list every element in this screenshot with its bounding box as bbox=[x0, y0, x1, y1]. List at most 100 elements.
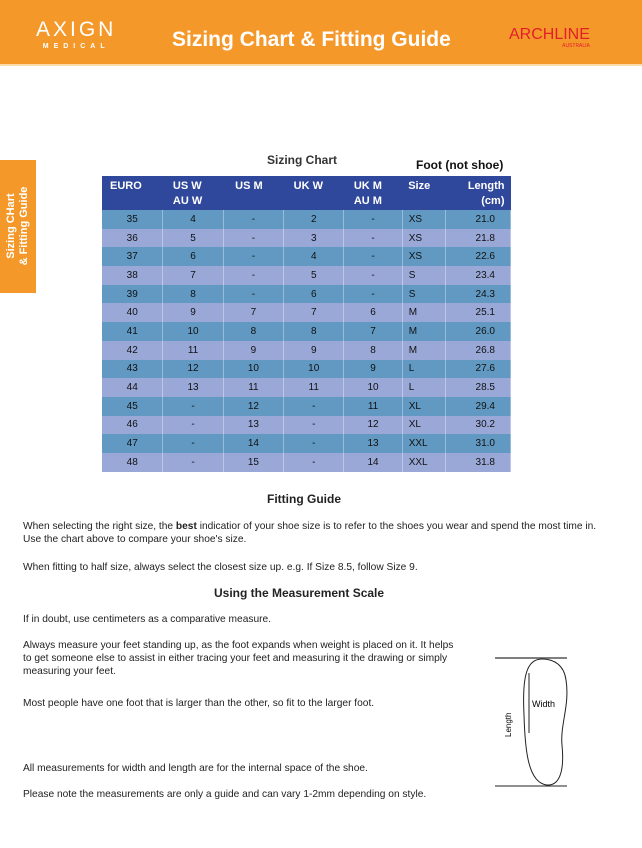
header-line1: Length bbox=[467, 180, 505, 192]
table-cell: 38 bbox=[102, 266, 164, 285]
side-tab: Sizing CHart & Fitting Guide bbox=[0, 160, 36, 293]
table-cell: 10 bbox=[223, 359, 285, 379]
logo-subtext: MEDICAL bbox=[42, 43, 110, 50]
table-cell: - bbox=[162, 396, 224, 416]
table-row: 47-14-13 XXL 31.0 bbox=[102, 434, 512, 453]
table-row: 46-13-12 XL 30.2 bbox=[102, 415, 512, 435]
table-cell: XXL bbox=[402, 452, 446, 472]
measure-paragraph-2: Always measure your feet standing up, as… bbox=[23, 640, 454, 677]
table-cell: L bbox=[402, 378, 446, 397]
table-cell: 9 bbox=[223, 340, 285, 360]
table-cell: 26.8 bbox=[445, 340, 512, 360]
table-cell: 8 bbox=[343, 340, 403, 360]
table-cell: - bbox=[223, 210, 285, 229]
side-tab-line2: & Fitting Guide bbox=[18, 186, 30, 266]
column-header: US W AU W bbox=[162, 176, 224, 210]
column-header: UK W bbox=[283, 176, 344, 210]
table-cell: 7 bbox=[283, 303, 345, 323]
table-cell: 10 bbox=[162, 322, 224, 341]
measure-title: Using the Measurement Scale bbox=[214, 586, 385, 600]
table-cell: 6 bbox=[162, 247, 224, 267]
page-title: Sizing Chart & Fitting Guide bbox=[172, 28, 451, 51]
fitting-title: Fitting Guide bbox=[267, 492, 341, 506]
table-cell: 13 bbox=[343, 434, 403, 453]
table-cell: XXL bbox=[402, 434, 446, 453]
table-cell: 10 bbox=[343, 378, 403, 397]
table-cell: M bbox=[402, 303, 446, 323]
table-row: 38 7-5- S 23.4 bbox=[102, 266, 512, 285]
table-cell: 15 bbox=[223, 452, 285, 472]
table-cell: - bbox=[223, 266, 285, 285]
table-row: 37 6-4- XS 22.6 bbox=[102, 247, 512, 267]
p1-bold: best bbox=[175, 521, 197, 532]
table-cell: 27.6 bbox=[445, 359, 512, 379]
table-cell: 10 bbox=[283, 359, 345, 379]
p1-text-end: indicatior of your shoe size is to refer… bbox=[23, 521, 597, 545]
table-cell: 28.5 bbox=[445, 378, 512, 397]
table-cell: 25.1 bbox=[445, 303, 512, 323]
table-cell: 5 bbox=[283, 266, 345, 285]
table-cell: 7 bbox=[162, 266, 224, 285]
header-line1: US W bbox=[172, 180, 202, 192]
table-row: 43 12 10 10 9 L 27.6 bbox=[102, 359, 512, 379]
table-cell: 46 bbox=[102, 415, 164, 435]
table-cell: 14 bbox=[223, 434, 285, 453]
table-cell: XS bbox=[402, 247, 446, 267]
brand-subtext: AUSTRALIA bbox=[562, 43, 590, 49]
table-cell: - bbox=[223, 228, 285, 248]
table-cell: 14 bbox=[343, 452, 403, 472]
table-cell: 7 bbox=[223, 303, 285, 323]
table-cell: - bbox=[162, 434, 224, 453]
table-cell: - bbox=[343, 247, 403, 267]
table-cell: 22.6 bbox=[445, 247, 512, 267]
brand-text: ARCHLINE bbox=[509, 26, 590, 43]
axign-logo: AXIGN MEDICAL bbox=[36, 18, 116, 50]
diagram-length-label: Length bbox=[504, 713, 513, 737]
column-header: US M bbox=[223, 176, 284, 210]
table-cell: 45 bbox=[102, 396, 164, 416]
measure-paragraph-1: If in doubt, use centimeters as a compar… bbox=[23, 614, 272, 625]
table-cell: XL bbox=[402, 415, 446, 435]
header-line1: EURO bbox=[110, 180, 142, 192]
table-cell: - bbox=[162, 452, 224, 472]
column-header: UK M AU M bbox=[343, 176, 403, 210]
table-cell: - bbox=[223, 284, 285, 304]
column-header: EURO bbox=[102, 176, 163, 210]
table-cell: 21.8 bbox=[445, 228, 512, 248]
table-cell: 41 bbox=[102, 322, 164, 341]
p1-text: When selecting the right size, the bbox=[23, 521, 176, 532]
table-cell: 4 bbox=[162, 210, 224, 229]
table-cell: 3 bbox=[283, 228, 345, 248]
table-cell: 11 bbox=[343, 396, 403, 416]
table-cell: 35 bbox=[102, 210, 164, 229]
table-cell: XL bbox=[402, 396, 446, 416]
measure-paragraph-5: Please note the measurements are only a … bbox=[23, 789, 427, 800]
table-cell: 8 bbox=[223, 322, 285, 341]
table-cell: - bbox=[283, 415, 345, 435]
table-cell: XS bbox=[402, 228, 446, 248]
table-cell: 24.3 bbox=[445, 284, 512, 304]
diagram-width-label: Width bbox=[532, 699, 555, 709]
column-header: Size bbox=[402, 176, 446, 210]
table-cell: 6 bbox=[283, 284, 345, 304]
table-cell: 7 bbox=[343, 322, 403, 341]
table-cell: 13 bbox=[223, 415, 285, 435]
table-cell: 5 bbox=[162, 228, 224, 248]
table-cell: - bbox=[343, 284, 403, 304]
table-cell: 2 bbox=[283, 210, 345, 229]
table-cell: 11 bbox=[223, 378, 285, 397]
archline-logo: ARCHLINE AUSTRALIA bbox=[509, 26, 590, 49]
table-row: 44 13 11 11 10 L 28.5 bbox=[102, 378, 512, 397]
table-row: 35 4-2- XS 21.0 bbox=[102, 210, 512, 229]
table-cell: 37 bbox=[102, 247, 164, 267]
sizing-table: EURO US W AU W US M UK W UK M AU M Size Length (c… bbox=[102, 176, 512, 472]
table-cell: M bbox=[402, 340, 446, 360]
table-cell: 12 bbox=[162, 359, 224, 379]
table-cell: 9 bbox=[343, 359, 403, 379]
measure-paragraph-4: All measurements for width and length ar… bbox=[23, 763, 368, 774]
column-header: Length (cm) bbox=[445, 176, 511, 210]
table-cell: - bbox=[283, 396, 345, 416]
table-cell: - bbox=[343, 266, 403, 285]
table-cell: 8 bbox=[283, 322, 345, 341]
table-cell: 42 bbox=[102, 340, 164, 360]
